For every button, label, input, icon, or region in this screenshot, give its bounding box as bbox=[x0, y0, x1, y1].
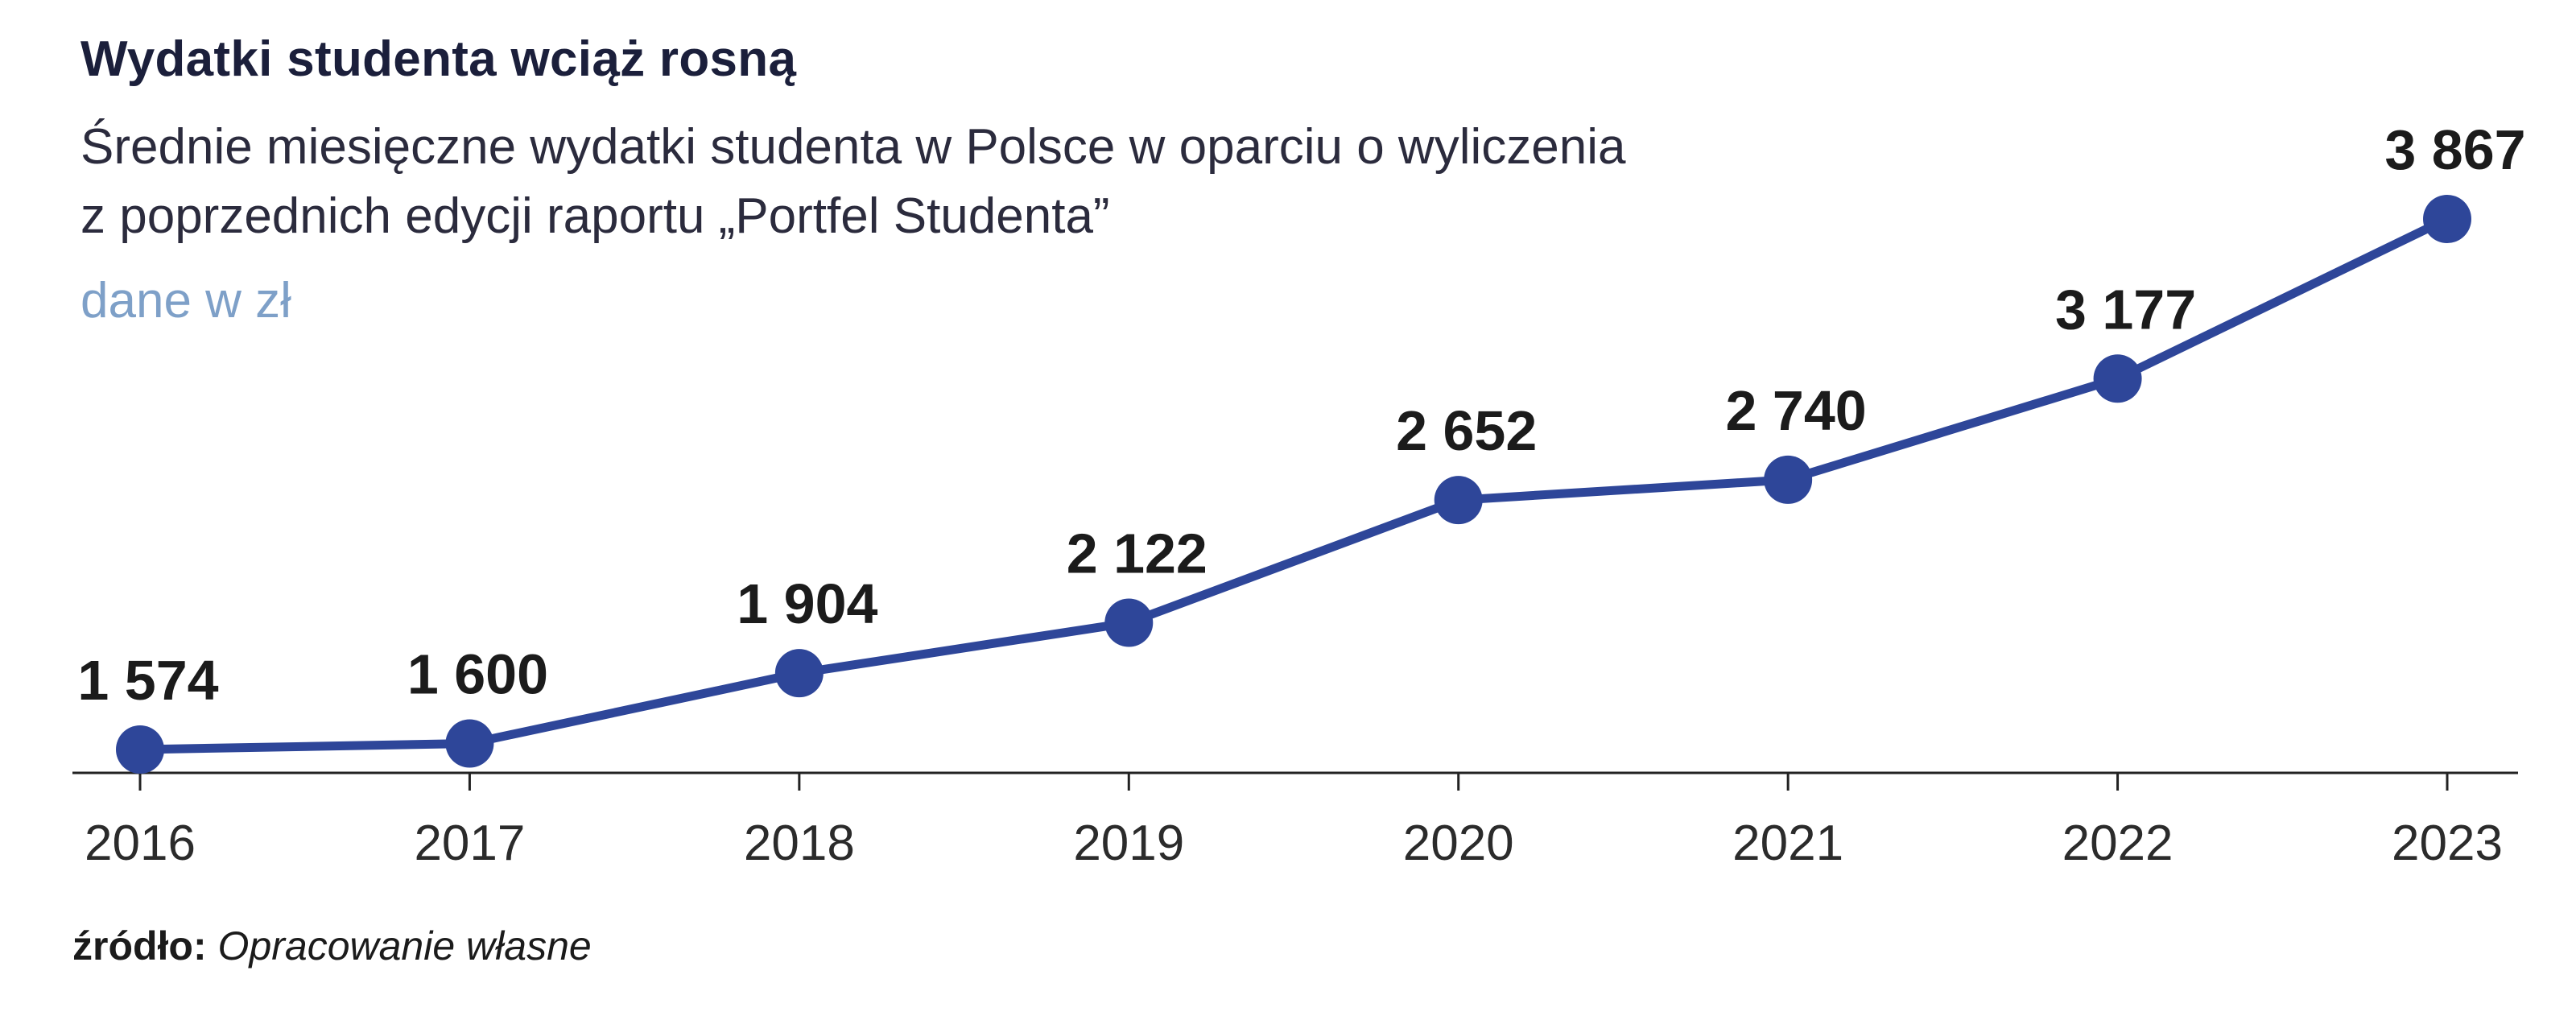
subtitle-line-1: Średnie miesięczne wydatki studenta w Po… bbox=[80, 119, 1626, 175]
data-label: 2 652 bbox=[1396, 399, 1537, 462]
data-point bbox=[116, 725, 164, 774]
subtitle-line-2: z poprzednich edycji raportu „Portfel St… bbox=[80, 188, 1110, 244]
chart-subtitle: Średnie miesięczne wydatki studenta w Po… bbox=[80, 113, 2093, 251]
x-tick-label: 2021 bbox=[1732, 816, 1843, 871]
data-point bbox=[1104, 598, 1154, 647]
source-label: źródło: bbox=[72, 923, 207, 969]
data-label: 1 600 bbox=[407, 643, 548, 706]
data-label: 2 740 bbox=[1726, 379, 1867, 442]
data-point bbox=[2423, 195, 2471, 243]
data-point bbox=[2093, 354, 2142, 403]
source-note: źródło: Opracowanie własne bbox=[72, 923, 592, 969]
data-label: 3 177 bbox=[2055, 278, 2196, 341]
data-point bbox=[774, 649, 824, 698]
x-tick-label: 2017 bbox=[414, 816, 525, 871]
data-points bbox=[116, 195, 2471, 774]
data-point bbox=[1764, 455, 1813, 504]
value-labels: 1 574 1 600 1 904 2 122 2 652 2 740 3 177 3 867 bbox=[77, 118, 2525, 712]
x-tick-label: 2022 bbox=[2062, 816, 2174, 871]
x-tick-label: 2018 bbox=[744, 816, 855, 871]
series-line-layer bbox=[135, 214, 2452, 754]
x-tick-label: 2023 bbox=[2392, 816, 2503, 871]
x-tick-labels: 2016 2017 2018 2019 2020 2021 2022 2023 bbox=[85, 816, 2503, 871]
x-tick-label: 2020 bbox=[1403, 816, 1514, 871]
series-line bbox=[135, 214, 2452, 754]
data-label: 1 904 bbox=[737, 572, 877, 635]
x-tick-label: 2016 bbox=[85, 816, 196, 871]
chart-title: Wydatki studenta wciąż rosną bbox=[80, 31, 797, 87]
data-label: 1 574 bbox=[77, 649, 218, 712]
data-label: 3 867 bbox=[2384, 118, 2525, 181]
x-axis bbox=[72, 771, 2518, 791]
unit-label: dane w zł bbox=[80, 273, 291, 328]
data-label: 2 122 bbox=[1067, 522, 1208, 585]
data-point bbox=[1434, 476, 1483, 525]
data-point bbox=[445, 719, 494, 768]
x-tick-label: 2019 bbox=[1073, 816, 1184, 871]
source-text: Opracowanie własne bbox=[217, 923, 592, 969]
